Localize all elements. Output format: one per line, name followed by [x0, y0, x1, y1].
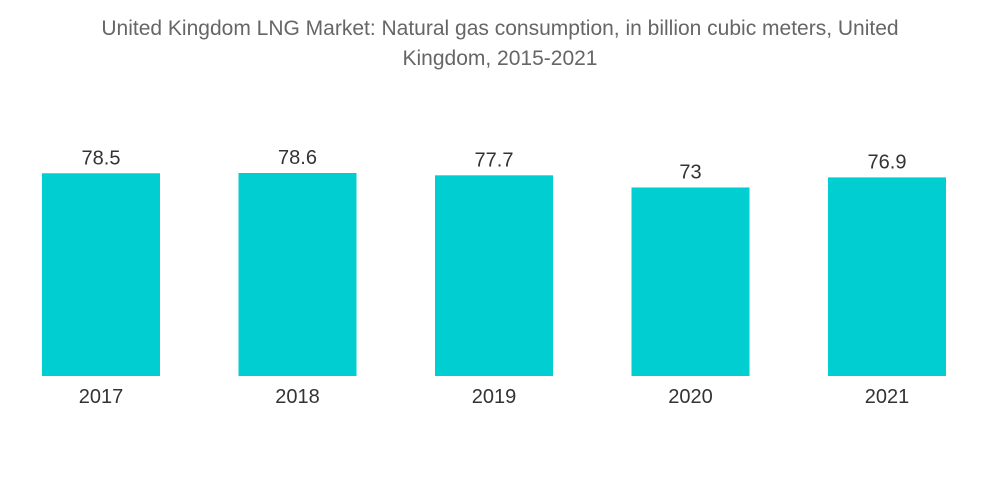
chart-title-line-1: United Kingdom LNG Market: Natural gas c… — [101, 17, 899, 40]
value-label-2019: 77.7 — [475, 149, 514, 171]
value-label-2018: 78.6 — [278, 147, 317, 169]
chart-title: United Kingdom LNG Market: Natural gas c… — [0, 14, 1000, 74]
x-tick-label-2017: 2017 — [79, 386, 124, 408]
chart-title-line-2: Kingdom, 2015-2021 — [402, 47, 598, 70]
bar-2017 — [42, 173, 160, 376]
bar-2018 — [238, 173, 357, 376]
value-label-2021: 76.9 — [868, 151, 907, 173]
x-tick-label-2020: 2020 — [668, 386, 713, 408]
bar-2019 — [435, 175, 553, 376]
bar-2020 — [631, 187, 750, 376]
x-tick-label-2019: 2019 — [472, 386, 517, 408]
x-tick-label-2018: 2018 — [275, 386, 320, 408]
value-label-2020: 73 — [679, 161, 701, 183]
x-tick-label-2021: 2021 — [865, 386, 910, 408]
bar-2021 — [828, 177, 946, 376]
value-label-2017: 78.5 — [82, 147, 121, 169]
